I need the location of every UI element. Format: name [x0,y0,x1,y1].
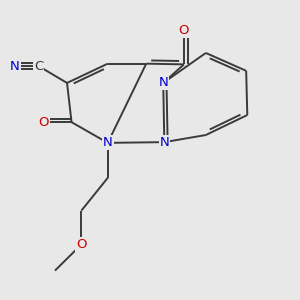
Text: N: N [160,136,169,149]
Text: O: O [76,238,87,251]
Text: N: N [10,60,20,73]
Text: O: O [38,116,49,129]
Text: O: O [179,24,189,37]
Text: N: N [158,76,168,89]
Text: N: N [103,136,112,149]
Text: C: C [34,60,44,73]
